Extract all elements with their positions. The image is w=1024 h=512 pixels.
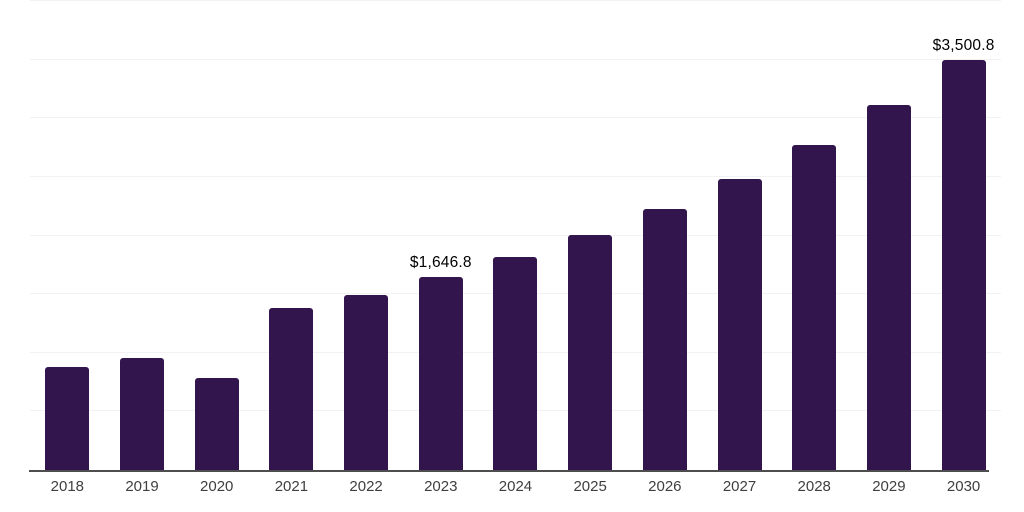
bar-slot: [105, 1, 180, 470]
data-label-2030: $3,500.8: [932, 36, 995, 54]
x-axis-labels: 2018 2019 2020 2021 2022 2023 2024 2025 2026 2027…: [30, 478, 1001, 495]
gridline: [30, 117, 1001, 119]
bar-slot: [777, 1, 852, 470]
bar-slot: [628, 1, 703, 470]
bar-2026[interactable]: [642, 209, 687, 470]
gridline: [30, 234, 1001, 236]
x-tick-label-2026: 2026: [648, 478, 682, 495]
x-tick-label-2019: 2019: [125, 478, 159, 495]
bar-2018[interactable]: [45, 367, 90, 470]
x-tick-label-2027: 2027: [722, 478, 757, 495]
bar-slot: $1,646.8: [403, 1, 478, 470]
x-tick-label-2025: 2025: [573, 478, 607, 495]
bar-slot: [553, 1, 628, 470]
x-tick-label-2018: 2018: [50, 478, 85, 495]
x-tick-label-2022: 2022: [349, 478, 383, 495]
x-tick-label-2020: 2020: [200, 478, 234, 495]
bar-slot: [30, 1, 105, 470]
bar-slot: [254, 1, 329, 470]
x-tick-label-2030: 2030: [946, 478, 981, 495]
bar-2019[interactable]: [120, 358, 165, 470]
gridline: [30, 0, 1001, 1]
bar-2025[interactable]: [568, 235, 613, 470]
x-axis-line: [29, 470, 989, 472]
bar-2022[interactable]: [344, 295, 389, 470]
x-tick-label-2029: 2029: [872, 478, 906, 495]
bar-slot: [478, 1, 553, 470]
data-label-2023: $1,646.8: [409, 253, 472, 271]
bar-2028[interactable]: [792, 145, 837, 470]
bar-2027[interactable]: [717, 179, 762, 470]
bar-slot: [852, 1, 927, 470]
bar-2030[interactable]: $3,500.8: [933, 37, 994, 470]
x-tick-label-2021: 2021: [274, 478, 309, 495]
x-tick-label-2024: 2024: [498, 478, 533, 495]
bar-2020[interactable]: [194, 377, 239, 470]
x-tick-label-2023: 2023: [424, 478, 458, 495]
bar-2024[interactable]: [493, 256, 538, 470]
bar-2029[interactable]: [866, 105, 911, 470]
bar-slot: [329, 1, 404, 470]
bars-row: $1,646.8 $3,500.8: [30, 1, 1001, 470]
bar-2023[interactable]: $1,646.8: [410, 254, 472, 470]
bar-slot: [179, 1, 254, 470]
x-tick-label-2028: 2028: [797, 478, 831, 495]
plot-area: $1,646.8 $3,500.8: [29, 0, 1001, 472]
bar-slot: [702, 1, 777, 470]
bar-slot: $3,500.8: [926, 1, 1001, 470]
bar-2021[interactable]: [269, 308, 314, 470]
gridline: [30, 175, 1001, 177]
gridline: [30, 58, 1001, 60]
